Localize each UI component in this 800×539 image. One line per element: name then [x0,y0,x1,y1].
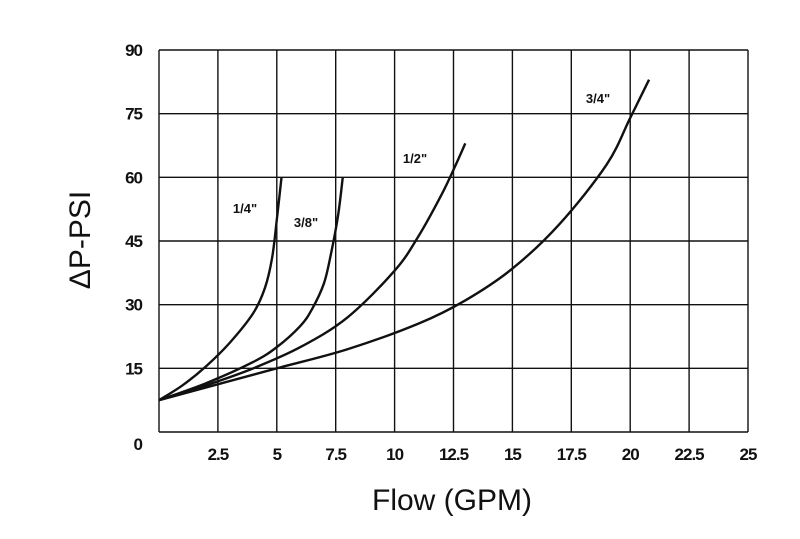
series-line [158,79,651,402]
y-axis-title: ΔP-PSI [64,191,97,289]
x-axis-title: Flow (GPM) [372,484,532,517]
x-tick-label: 22.5 [675,445,705,464]
series-label: 3/8" [294,215,318,230]
series-label: 3/4" [586,91,610,106]
x-tick-label: 17.5 [557,445,587,464]
series-line [158,177,344,402]
series-lines [158,79,651,402]
y-tick-label: 90 [125,41,142,60]
y-tick-label: 0 [134,435,143,454]
y-tick-label: 30 [125,296,142,315]
series-label: 1/4" [233,201,257,216]
series-line [158,142,467,402]
x-tick-label: 5 [273,445,282,464]
y-axis-ticks: 0 15 30 45 60 75 90 [125,41,143,454]
x-tick-label: 15 [504,445,521,464]
y-tick-label: 75 [125,105,142,124]
x-axis-ticks: 2.5 5 7.5 10 12.5 15 17.5 20 22.5 25 [208,445,758,464]
series-label: 1/2" [403,151,427,166]
series-line [158,177,283,402]
y-tick-label: 45 [125,232,142,251]
x-tick-label: 2.5 [208,445,229,464]
y-tick-label: 15 [125,359,142,378]
series-labels: 1/4" 3/8" 1/2" 3/4" [233,91,610,230]
x-tick-label: 7.5 [325,445,346,464]
x-tick-label: 10 [386,445,403,464]
y-tick-label: 60 [125,168,142,187]
x-tick-label: 25 [740,445,757,464]
x-tick-label: 12.5 [439,445,469,464]
grid [158,49,749,433]
x-tick-label: 20 [622,445,639,464]
